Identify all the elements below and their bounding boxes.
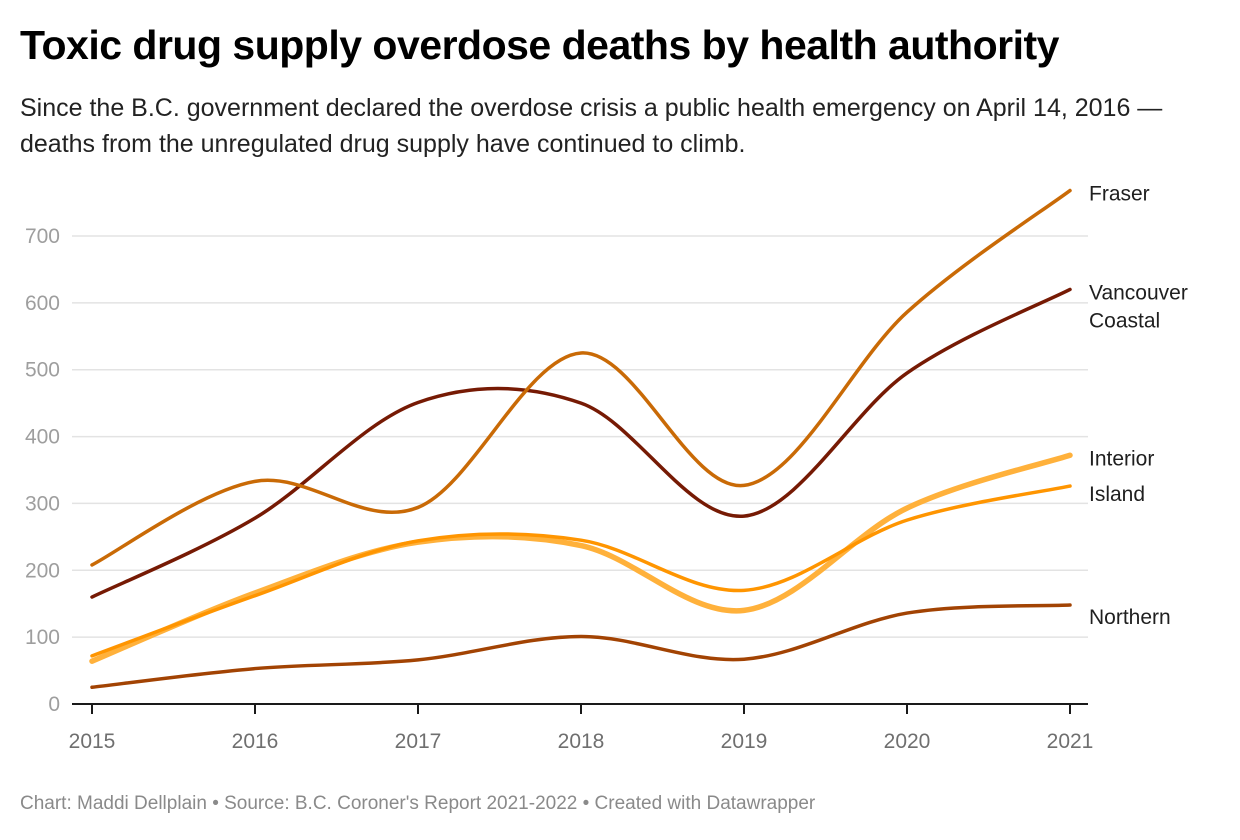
series-line-interior [89, 452, 1073, 664]
series-line-vancouver-coastal [90, 287, 1072, 599]
y-tick-label: 0 [48, 693, 60, 716]
x-tick-label: 2015 [69, 730, 116, 753]
y-tick-label: 100 [25, 626, 60, 649]
series-label-northern: Northern [1089, 606, 1171, 629]
gridlines [72, 235, 1088, 638]
series-line-northern [90, 603, 1072, 690]
y-tick-label: 600 [25, 292, 60, 315]
series-labels: Fraser Vancouver Coastal Interior Island Nort… [1089, 183, 1188, 630]
x-tick-label: 2017 [395, 730, 442, 753]
y-tick-label: 700 [25, 225, 60, 248]
series-lines [89, 188, 1073, 690]
x-tick-label: 2019 [721, 730, 768, 753]
x-tick-label: 2021 [1047, 730, 1094, 753]
chart-footer: Chart: Maddi Dellplain • Source: B.C. Co… [20, 793, 816, 814]
series-label-vancouver-coastal: Coastal [1089, 309, 1160, 332]
series-line-fraser [90, 188, 1072, 567]
x-tick-label: 2016 [232, 730, 279, 753]
y-tick-label: 200 [25, 559, 60, 582]
y-axis: 0 100 200 300 400 500 600 700 [25, 225, 60, 716]
series-label-interior: Interior [1089, 447, 1154, 470]
series-label-fraser: Fraser [1089, 183, 1150, 206]
x-tick-label: 2018 [558, 730, 605, 753]
x-axis: 2015 2016 2017 2018 2019 2020 2021 [69, 703, 1094, 753]
series-label-vancouver-coastal: Vancouver [1089, 281, 1188, 304]
series-label-island: Island [1089, 483, 1145, 506]
y-tick-label: 300 [25, 492, 60, 515]
x-tick-label: 2020 [884, 730, 931, 753]
chart-title: Toxic drug supply overdose deaths by hea… [20, 22, 1059, 68]
y-tick-label: 500 [25, 359, 60, 382]
series-line-island [90, 484, 1072, 658]
y-tick-label: 400 [25, 426, 60, 449]
chart-subtitle: Since the B.C. government declared the o… [20, 94, 1163, 158]
